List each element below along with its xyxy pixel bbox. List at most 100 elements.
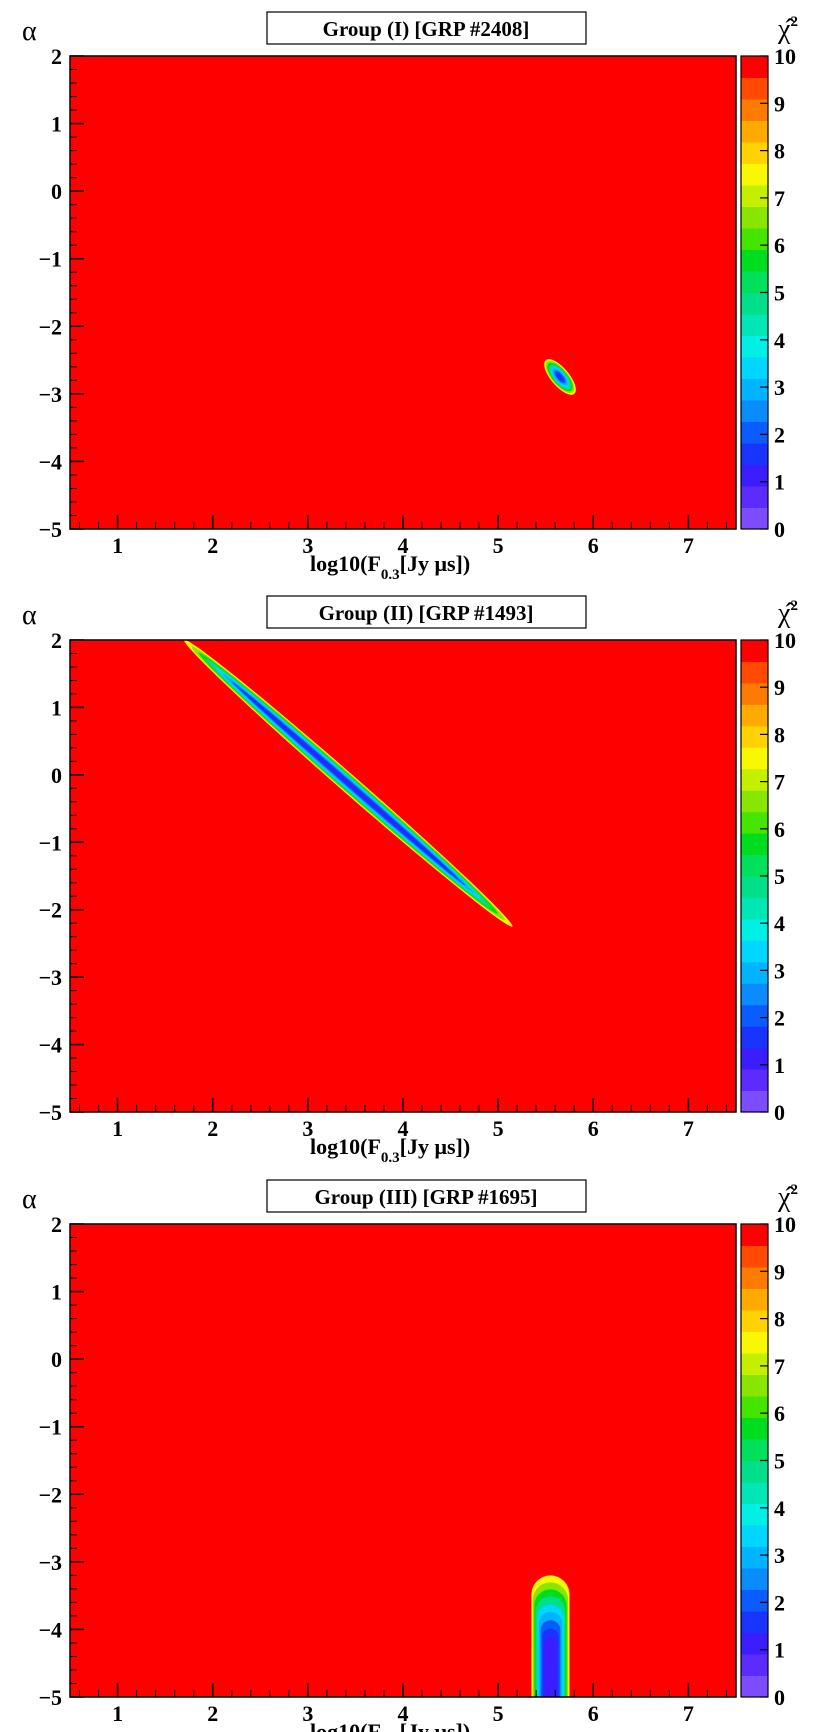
colorbar-tick-label: 0 bbox=[774, 1100, 785, 1125]
y-tick-label: 0 bbox=[51, 763, 62, 788]
colorbar-tick-label: 10 bbox=[774, 628, 796, 653]
x-tick-label: 6 bbox=[588, 1116, 599, 1141]
x-tick-label: 7 bbox=[683, 533, 694, 558]
colorbar-segment bbox=[741, 940, 768, 963]
colorbar-segment bbox=[741, 292, 768, 315]
chart-title-box bbox=[266, 1179, 587, 1213]
colorbar-tick-label: 7 bbox=[774, 186, 785, 211]
colorbar-segment bbox=[741, 142, 768, 164]
colorbar-segment bbox=[741, 1026, 768, 1049]
colorbar-tick-label: 0 bbox=[774, 517, 785, 542]
colorbar-segment bbox=[741, 335, 768, 358]
colorbar-segment bbox=[741, 507, 768, 530]
colorbar-tick-label: 7 bbox=[774, 1354, 785, 1379]
y-tick-label: −4 bbox=[38, 1617, 62, 1642]
y-tick-label: −3 bbox=[38, 382, 62, 407]
heatmap-background bbox=[70, 56, 736, 529]
colorbar-tick-label: 9 bbox=[774, 675, 785, 700]
y-axis-label: α bbox=[22, 1184, 37, 1215]
colorbar-tick-label: 6 bbox=[774, 1401, 785, 1426]
colorbar-segment bbox=[741, 790, 768, 813]
colorbar-segment bbox=[741, 682, 768, 705]
colorbar-segment bbox=[741, 854, 768, 877]
chart-title: Group (II) [GRP #1493] bbox=[319, 601, 534, 625]
colorbar-segment bbox=[741, 1589, 768, 1612]
colorbar-segment bbox=[741, 163, 768, 186]
chi2-minimum-contours bbox=[531, 1575, 570, 1697]
colorbar-segment bbox=[741, 1525, 768, 1547]
colorbar-segment bbox=[741, 1310, 768, 1332]
colorbar-segment bbox=[741, 1331, 768, 1354]
x-tick-label: 1 bbox=[112, 1116, 123, 1141]
colorbar-segment bbox=[741, 206, 768, 229]
colorbar-label: χ̂2 bbox=[777, 598, 798, 629]
heatmap-background bbox=[70, 1224, 736, 1697]
x-axis-label: log10(F0.3[Jy μs]) bbox=[310, 551, 470, 583]
chart-title: Group (I) [GRP #2408] bbox=[323, 17, 530, 41]
colorbar-tick-label: 4 bbox=[774, 328, 785, 353]
y-tick-label: 2 bbox=[51, 1212, 62, 1237]
chart-title-box bbox=[266, 11, 587, 45]
colorbar-segment bbox=[741, 704, 768, 727]
colorbar-segment bbox=[741, 1654, 768, 1676]
colorbar-segment bbox=[741, 1546, 768, 1569]
y-tick-label: −1 bbox=[38, 247, 62, 272]
y-tick-label: −4 bbox=[38, 1033, 62, 1058]
colorbar-tick-label: 8 bbox=[774, 1307, 785, 1332]
x-tick-label: 4 bbox=[398, 1701, 409, 1726]
colorbar-segment bbox=[741, 833, 768, 856]
colorbar-segment bbox=[741, 56, 768, 78]
colorbar-segment bbox=[741, 983, 768, 1006]
colorbar-tick-label: 4 bbox=[774, 1496, 785, 1521]
colorbar-segment bbox=[741, 961, 768, 984]
colorbar-segment bbox=[741, 661, 768, 684]
colorbar-segment bbox=[741, 464, 768, 487]
contour-level-9 bbox=[249, 696, 448, 870]
colorbar-tick-label: 9 bbox=[774, 1259, 785, 1284]
x-tick-label: 7 bbox=[683, 1116, 694, 1141]
y-tick-label: −3 bbox=[38, 965, 62, 990]
colorbar-segment bbox=[741, 1224, 768, 1246]
colorbar-tick-label: 5 bbox=[774, 864, 785, 889]
colorbar-segment bbox=[741, 918, 768, 941]
colorbar-tick-label: 10 bbox=[774, 1212, 796, 1237]
x-tick-label: 2 bbox=[207, 1116, 218, 1141]
colorbar-segment bbox=[741, 1675, 768, 1698]
colorbar-segment bbox=[741, 747, 768, 770]
colorbar-segment bbox=[741, 1417, 768, 1440]
colorbar-segment bbox=[741, 400, 768, 422]
chart-panel-1: Group (I) [GRP #2408]α1 2 3 4 5 6 7210−1−2−3−4… bbox=[22, 11, 798, 583]
colorbar-tick-label: 1 bbox=[774, 1053, 785, 1078]
colorbar-segment bbox=[741, 1568, 768, 1590]
colorbar-tick-label: 3 bbox=[774, 958, 785, 983]
colorbar-tick-label: 3 bbox=[774, 375, 785, 400]
colorbar-tick-label: 1 bbox=[774, 1638, 785, 1663]
colorbar-segment bbox=[741, 357, 768, 379]
colorbar-segment bbox=[741, 768, 768, 791]
y-tick-label: −5 bbox=[38, 1100, 62, 1125]
y-tick-label: 0 bbox=[51, 1347, 62, 1372]
y-tick-label: 2 bbox=[51, 628, 62, 653]
x-tick-label: 6 bbox=[588, 533, 599, 558]
colorbar-tick-label: 6 bbox=[774, 233, 785, 258]
x-tick-label: 2 bbox=[207, 1701, 218, 1726]
chi2-minimum-contours bbox=[184, 640, 513, 927]
colorbar-tick-label: 6 bbox=[774, 817, 785, 842]
x-tick-label: 6 bbox=[588, 1701, 599, 1726]
colorbar-segment bbox=[741, 1047, 768, 1070]
colorbar-tick-label: 5 bbox=[774, 281, 785, 306]
y-tick-label: 1 bbox=[51, 695, 62, 720]
colorbar-tick-label: 7 bbox=[774, 770, 785, 795]
heatmap-background bbox=[70, 640, 736, 1112]
x-tick-label: 3 bbox=[302, 533, 313, 558]
colorbar-label: χ̂2 bbox=[777, 1182, 798, 1213]
colorbar-segment bbox=[741, 421, 768, 444]
x-tick-label: 5 bbox=[493, 1116, 504, 1141]
colorbar-segment bbox=[741, 1090, 768, 1113]
contour-level-9 bbox=[544, 1637, 557, 1697]
colorbar-segment bbox=[741, 811, 768, 834]
colorbar-segment bbox=[741, 120, 768, 143]
colorbar-segment bbox=[741, 99, 768, 121]
colorbar-segment bbox=[741, 1460, 768, 1483]
colorbar-segment bbox=[741, 1482, 768, 1504]
